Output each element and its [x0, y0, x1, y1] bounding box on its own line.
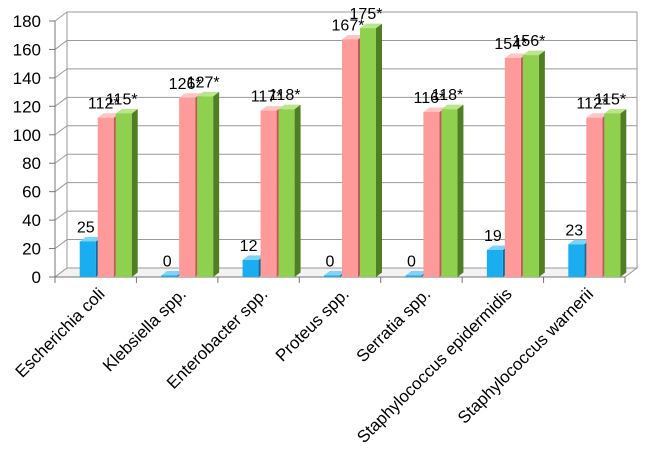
- bar: [179, 97, 196, 277]
- bar: [423, 112, 440, 278]
- data-label: 12: [240, 238, 258, 255]
- x-category-label: Staphylococcus warnerii: [454, 284, 597, 427]
- data-label: 126*: [169, 76, 202, 93]
- bar: [405, 275, 422, 277]
- bar: [115, 113, 132, 277]
- bar-side: [376, 23, 382, 277]
- x-category-label: Proteus spp.: [272, 284, 353, 365]
- data-label: 175*: [350, 6, 383, 23]
- y-tick-label: 180: [13, 12, 41, 31]
- bar: [260, 110, 277, 277]
- gridline-side: [54, 11, 68, 22]
- bar-top: [97, 113, 120, 118]
- bar-side: [213, 91, 220, 277]
- data-label: 116*: [414, 90, 446, 107]
- bar: [522, 55, 539, 278]
- data-label: 115*: [594, 91, 626, 108]
- data-label: 19: [484, 228, 502, 245]
- y-tick-label: 100: [13, 126, 41, 145]
- y-tick-label: 60: [22, 183, 41, 202]
- data-label: 118*: [432, 87, 464, 104]
- bar: [242, 259, 259, 277]
- data-label: 154*: [494, 36, 527, 53]
- bar-top: [115, 108, 138, 114]
- bar-top: [486, 245, 509, 250]
- gridline-side: [54, 182, 68, 193]
- bar-top: [342, 34, 364, 40]
- data-label: 0: [407, 254, 416, 271]
- data-label: 156*: [512, 33, 545, 50]
- bar: [486, 249, 503, 277]
- bar: [568, 244, 585, 277]
- bar-top: [197, 91, 220, 97]
- y-tick-label: 140: [13, 69, 41, 88]
- bar-top: [260, 106, 283, 111]
- y-tick-label: 0: [32, 268, 41, 287]
- data-label: 23: [565, 222, 583, 239]
- bar-top: [161, 271, 184, 276]
- bar: [441, 109, 458, 277]
- data-label: 115*: [106, 91, 138, 108]
- bar: [586, 117, 603, 277]
- x-category-label: Serratia spp.: [353, 284, 435, 366]
- bar-side: [131, 108, 138, 277]
- bar: [97, 117, 114, 277]
- bar: [342, 39, 358, 277]
- gridline-side: [54, 96, 68, 107]
- bar-top: [179, 93, 202, 98]
- bar: [604, 113, 621, 277]
- data-label: 127*: [187, 74, 220, 91]
- bar: [504, 57, 521, 277]
- data-label: 117*: [251, 89, 283, 106]
- y-tick-label: 160: [13, 40, 41, 59]
- gridline-side: [54, 68, 68, 79]
- bar: [278, 109, 295, 277]
- labels: 25112*115*0126*127*12117*118*0167*175*01…: [77, 6, 626, 270]
- bar-top: [423, 107, 446, 113]
- bar-top: [278, 104, 301, 110]
- bar-top: [504, 53, 527, 58]
- y-tick-label: 20: [22, 240, 41, 259]
- x-category-label: Escherichia coli: [12, 284, 109, 381]
- bar-side: [538, 50, 545, 278]
- y-tick-label: 80: [22, 154, 41, 173]
- bar-side: [294, 104, 301, 277]
- gridline-side: [54, 125, 68, 136]
- data-label: 167*: [332, 17, 365, 34]
- bar-top: [79, 236, 102, 242]
- bar-top: [324, 271, 346, 276]
- bar-top: [441, 104, 464, 110]
- data-label: 0: [326, 254, 335, 271]
- x-category-label: Staphylococcus epidermidis: [353, 284, 515, 446]
- bar-top: [568, 239, 591, 245]
- bar: [79, 241, 96, 277]
- bar-side: [620, 108, 627, 277]
- bar-top: [360, 23, 382, 29]
- data-label: 25: [77, 219, 95, 236]
- bars: [79, 23, 627, 278]
- gridline-side: [54, 210, 68, 221]
- bar-top: [604, 108, 627, 114]
- bar: [161, 275, 178, 277]
- bar-top: [242, 255, 265, 260]
- x-category-label: Klebsiella spp.: [99, 284, 190, 375]
- data-label: 0: [163, 254, 172, 271]
- data-label: 112*: [576, 96, 608, 113]
- y-tick-label: 120: [13, 97, 41, 116]
- data-label: 112*: [88, 96, 120, 113]
- bar: [324, 275, 340, 277]
- bar-top: [522, 50, 545, 56]
- data-label: 118*: [269, 87, 301, 104]
- gridline-side: [54, 153, 68, 164]
- bar-top: [405, 271, 428, 276]
- bar-top: [586, 113, 609, 118]
- bar: [197, 96, 214, 277]
- y-tick-label: 40: [22, 211, 41, 230]
- bar-side: [457, 104, 464, 277]
- gridline-side: [54, 239, 68, 249]
- bar: [360, 28, 376, 277]
- gridline-side: [54, 40, 68, 50]
